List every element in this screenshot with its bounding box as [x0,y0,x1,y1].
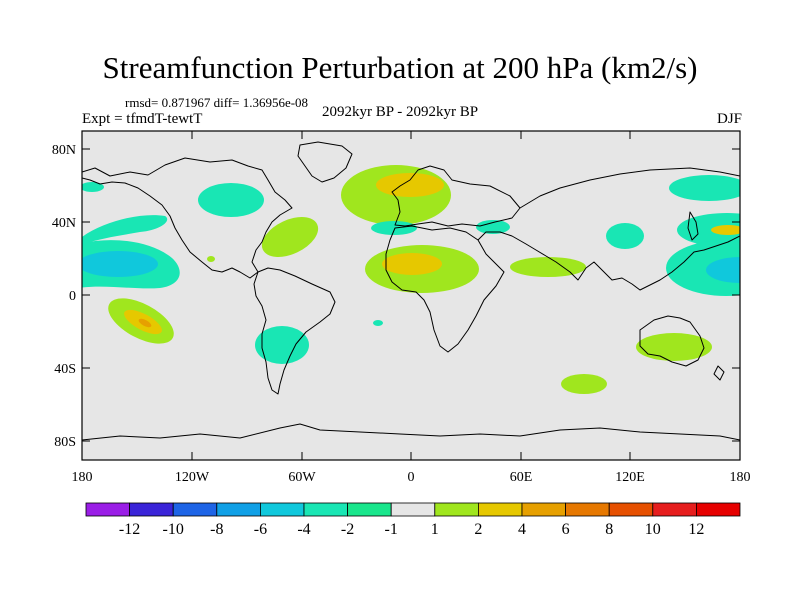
colorbar-swatch [390,502,436,517]
anomaly-mid-atlantic [371,221,417,235]
colorbar-swatch [477,502,523,517]
lon-tick-180e: 180 [730,470,751,485]
colorbar-label: 12 [688,521,704,538]
lat-tick-labels: 80N 40N 0 40S 80S [52,143,76,450]
coast-new-zealand [713,365,725,381]
colorbar-swatch [652,502,697,517]
lon-tick-60e: 60E [510,470,533,485]
lat-tick-0: 0 [69,289,76,304]
anomaly-north-europe-core [376,173,444,197]
coast-south-america [253,267,336,395]
lon-tick-180w: 180 [72,470,93,485]
colorbar-swatch [172,502,218,517]
colorbar-label: 6 [562,521,570,538]
coast-greenland [297,141,353,183]
anomaly-china [606,223,644,249]
colorbar-swatch [565,502,610,517]
anomaly-north-pacific-core [82,251,158,277]
colorbar-swatch [608,502,654,517]
anomaly-north-africa-core [382,253,442,275]
lon-tick-60w: 60W [288,470,316,485]
anomaly-south-atlantic-dot [373,320,383,326]
colorbar-swatch [347,502,392,517]
lon-tick-0: 0 [408,470,415,485]
anomaly-west-pacific [666,240,740,296]
colorbar-label: 1 [431,521,439,538]
season-label: DJF [716,111,742,127]
coast-africa [385,225,505,353]
stats-text: rmsd= 0.871967 diff= 1.36956e-08 [125,95,309,110]
lon-tick-120e: 120E [615,470,645,485]
experiment-label: Expt = tfmdT-tewtT [82,111,203,127]
colorbar-swatch [85,502,130,517]
anomaly-siberia [669,175,740,201]
anomaly-layer [82,165,740,394]
coast-europe [391,165,521,227]
anomaly-nw-pacific [677,213,740,247]
anomaly-gulf-alaska [82,182,104,192]
colorbar-label: -10 [163,521,184,538]
coast-antarctica [82,423,740,441]
coast-japan [687,211,699,241]
colorbar-label: 10 [645,521,661,538]
lat-tick-40n: 40N [52,216,76,231]
colorbar-label: -1 [385,521,398,538]
colorbar-swatch [259,502,305,517]
colorbar-label: 2 [474,521,482,538]
colorbar-swatch [521,502,566,517]
anomaly-pacific-tongue [82,215,168,245]
coast-north-america [82,157,293,279]
colorbar-label: -4 [297,521,310,538]
lat-tick-80s: 80S [54,435,76,450]
anomaly-nw-pacific-core [711,225,740,235]
colorbar-swatch [216,502,261,517]
chart-title: Streamfunction Perturbation at 200 hPa (… [102,50,698,85]
colorbar-label: -2 [341,521,354,538]
colorbar-swatch [696,502,741,517]
colorbar-swatch [434,502,479,517]
anomaly-arabian-sea [510,257,586,277]
anomaly-australia [636,333,712,361]
lon-tick-labels: 180 120W 60W 0 60E 120E 180 [72,470,751,485]
anomaly-chile [255,326,309,364]
coast-asia [477,167,740,291]
period-label: 2092kyr BP - 2092kyr BP [322,104,479,120]
anomaly-west-atlantic [261,217,319,257]
anomaly-south-indian [561,374,607,394]
anomaly-south-pacific-core [138,318,152,328]
colorbar-label: -8 [210,521,223,538]
anomaly-west-pacific-core [706,257,740,283]
colorbar-label: 4 [518,521,526,538]
coastlines [82,141,740,441]
colorbar-swatch [303,502,348,517]
lat-tick-40s: 40S [54,362,76,377]
colorbar: -12 -10 -8 -6 -4 -2 -1 1 2 4 6 8 10 12 [85,502,741,538]
lon-tick-120w: 120W [175,470,210,485]
colorbar-swatch [129,502,174,517]
anomaly-caribbean-dot [207,256,215,262]
lat-tick-80n: 80N [52,143,76,158]
coast-australia [639,315,705,367]
colorbar-label: -12 [119,521,140,538]
colorbar-label: -6 [254,521,267,538]
anomaly-canada [198,183,264,217]
anomaly-mediterranean [476,220,510,234]
colorbar-label: 8 [605,521,613,538]
axis-ticks [82,131,740,460]
